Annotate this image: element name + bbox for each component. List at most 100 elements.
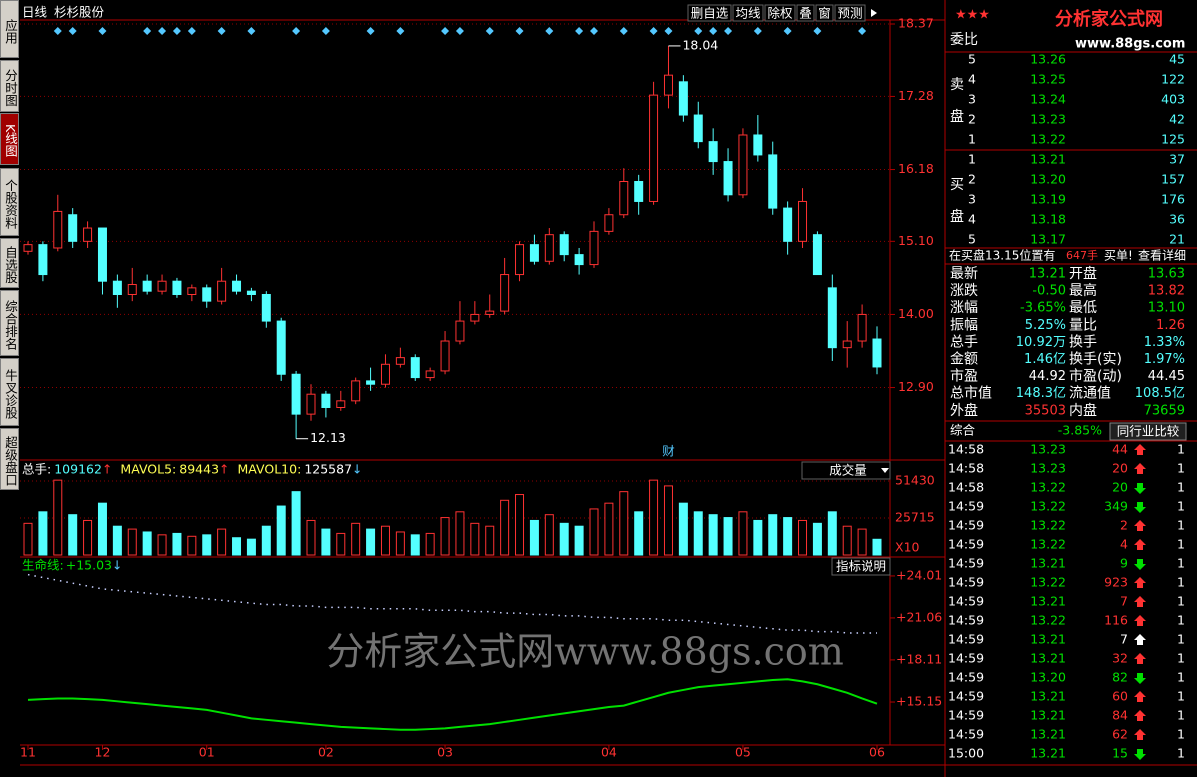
tab[interactable]: 综合排名 (0, 290, 19, 356)
toolbar-button-label[interactable]: 叠 (799, 6, 812, 21)
trade-time: 14:58 (948, 461, 984, 476)
candle-body (663, 74, 673, 96)
event-marker (247, 27, 256, 35)
toolbar-button[interactable] (815, 4, 834, 22)
stat-label: 开盘 (1069, 265, 1097, 282)
menu-arrow[interactable] (871, 9, 877, 17)
toolbar-button-label[interactable]: 除权 (767, 6, 793, 21)
compare-button[interactable] (1109, 422, 1187, 441)
price: 13.24 (1030, 92, 1066, 107)
level: 4 (968, 72, 976, 87)
toolbar-button[interactable] (764, 4, 796, 22)
stat-value: 1.46亿 (1024, 352, 1066, 367)
tab[interactable]: K线图 (0, 113, 19, 165)
event-marker (545, 27, 554, 35)
svg-text:★★★: ★★★ (955, 8, 990, 23)
volume-bar (23, 522, 33, 556)
trade-time: 14:59 (948, 613, 984, 628)
candle-body (544, 234, 554, 262)
direction-arrow (1134, 673, 1146, 684)
tab[interactable]: 应用 (0, 0, 19, 58)
toolbar-button-label[interactable]: 窗 (818, 6, 831, 21)
volume-bar (336, 532, 346, 556)
toolbar-button-label[interactable]: 均线 (735, 6, 761, 21)
toolbar-button-label[interactable]: 删自选 (691, 6, 729, 21)
level: 5 (968, 52, 976, 67)
candle-body (753, 134, 763, 156)
trade-price: 13.21 (1030, 746, 1066, 761)
y-tick-label: 51430 (895, 472, 935, 487)
volume: 42 (1169, 112, 1185, 127)
trade-count: 1 (1177, 727, 1185, 742)
trade-volume: 116 (1104, 613, 1128, 628)
stat-label: 振幅 (950, 317, 978, 333)
trade-volume: 60 (1112, 689, 1128, 704)
volume-dropdown[interactable] (801, 461, 891, 480)
stat-value: 13.82 (1148, 284, 1185, 299)
candle-body (455, 320, 465, 342)
toolbar-button[interactable] (687, 4, 732, 22)
stat-value: 13.63 (1148, 267, 1185, 282)
direction-arrow (1134, 615, 1146, 626)
toolbar-button-label[interactable]: 预测 (837, 6, 862, 21)
volume: 45 (1169, 52, 1185, 67)
tab[interactable]: 自选股 (0, 238, 19, 288)
trade-time: 14:59 (948, 689, 984, 704)
volume-dropdown-label[interactable]: 成交量 (829, 463, 867, 478)
y-tick-label: 15.10 (898, 233, 934, 248)
trade-volume: 4 (1120, 537, 1128, 552)
tab[interactable]: 个股资料 (0, 168, 19, 236)
volume-bar (768, 514, 778, 556)
trade-price: 13.21 (1030, 632, 1066, 647)
dropdown-arrow[interactable] (881, 468, 889, 473)
volume-bar (827, 511, 837, 556)
trade-count: 1 (1177, 708, 1185, 723)
buy-label: 买 (950, 177, 964, 193)
trade-price: 13.22 (1030, 613, 1066, 628)
volume: 21 (1169, 232, 1185, 247)
candle-body (798, 200, 808, 242)
stat-value: 148.3亿 (1016, 386, 1066, 401)
volume-bar (380, 525, 390, 556)
volume-stat-trend: ↓ (352, 462, 362, 477)
toolbar-button[interactable] (796, 4, 815, 22)
candle-body (500, 274, 510, 312)
trade-time: 14:59 (948, 670, 984, 685)
indicator-help-label[interactable]: 指标说明 (836, 559, 886, 574)
trade-count: 1 (1177, 461, 1185, 476)
toolbar-button[interactable] (732, 4, 764, 22)
indicator-help-button[interactable] (831, 557, 891, 576)
price: 13.21 (1030, 152, 1066, 167)
direction-arrow (1134, 691, 1146, 702)
y-tick-label: 18.37 (898, 15, 934, 30)
tab[interactable]: 分时图 (0, 60, 19, 112)
candle-body (827, 287, 837, 349)
stat-value: 73659 (1144, 403, 1185, 418)
trade-count: 1 (1177, 480, 1185, 495)
trade-count: 1 (1177, 499, 1185, 514)
trade-time: 14:59 (948, 594, 984, 609)
logo-name: 分析家公式网 (1055, 8, 1163, 30)
volume-bar (455, 511, 465, 556)
event-marker (172, 27, 181, 35)
candle-body (97, 227, 107, 282)
stat-label: 市盈(动) (1069, 368, 1122, 385)
stat-value: -0.50 (1032, 284, 1066, 299)
x-tick-label: 04 (601, 745, 617, 760)
toolbar-button[interactable] (834, 4, 866, 22)
notice-link[interactable]: 查看详细 (1138, 248, 1186, 263)
tab[interactable]: 牛叉诊股 (0, 358, 19, 426)
volume-stat-label: MAVOL10: (238, 462, 302, 477)
candle-body (693, 114, 703, 143)
tab[interactable]: 超级盘口 (0, 428, 19, 490)
stat-label: 最高 (1069, 282, 1097, 299)
y-tick-label: +24.01 (896, 567, 942, 582)
y-tick-label: 25715 (895, 509, 935, 524)
compare-button-label[interactable]: 同行业比较 (1117, 424, 1180, 439)
annotation: 18.04 (682, 37, 718, 52)
candle-body (202, 287, 212, 302)
candle-body (291, 373, 301, 415)
direction-arrow (1134, 729, 1146, 740)
volume-bar (425, 532, 435, 556)
y-tick-label: +21.06 (896, 609, 942, 624)
